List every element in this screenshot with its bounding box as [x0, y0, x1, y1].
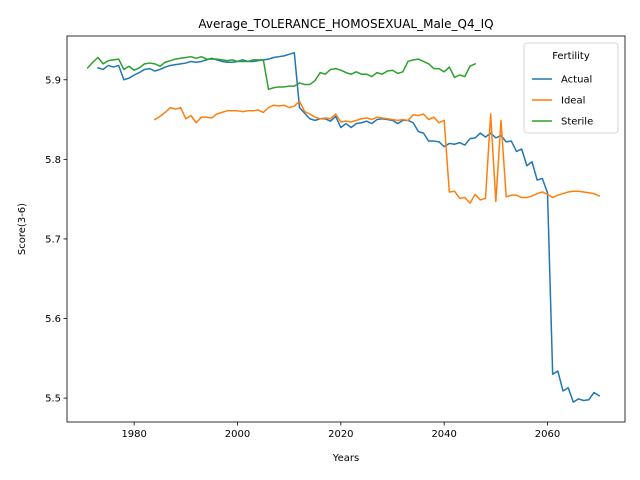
- x-tick-label: 2020: [328, 429, 353, 440]
- y-tick-label: 5.5: [45, 394, 61, 405]
- y-tick-label: 5.9: [45, 75, 61, 86]
- legend-entries: Actual Ideal Sterile: [532, 75, 593, 128]
- legend-title: Fertility: [552, 51, 590, 62]
- y-axis-label: Score(3-6): [17, 203, 28, 255]
- y-tick-label: 5.7: [45, 234, 61, 245]
- legend: Fertility Actual Ideal Sterile: [523, 42, 619, 134]
- x-tick-label: 1980: [121, 429, 146, 440]
- y-axis: 5.5 5.6 5.7 5.8 5.9: [45, 75, 67, 405]
- series-line-sterile: [86, 55, 477, 91]
- chart-title: Average_TOLERANCE_HOMOSEXUAL_Male_Q4_IQ: [198, 17, 493, 31]
- legend-label-sterile: Sterile: [561, 117, 593, 128]
- series-line-actual: [97, 51, 601, 403]
- series-line-ideal: [153, 100, 601, 204]
- x-axis-label: Years: [332, 453, 359, 464]
- legend-label-ideal: Ideal: [561, 96, 585, 107]
- y-tick-label: 5.6: [45, 314, 61, 325]
- x-tick-label: 2000: [225, 429, 250, 440]
- series-layer: [86, 51, 601, 403]
- x-axis: 1980 2000 2020 2040 2060: [121, 422, 560, 440]
- x-tick-label: 2060: [535, 429, 560, 440]
- y-tick-label: 5.8: [45, 155, 61, 166]
- x-tick-label: 2040: [431, 429, 456, 440]
- legend-label-actual: Actual: [561, 75, 592, 86]
- legend-frame: [523, 42, 619, 134]
- plot-frame: [66, 35, 626, 423]
